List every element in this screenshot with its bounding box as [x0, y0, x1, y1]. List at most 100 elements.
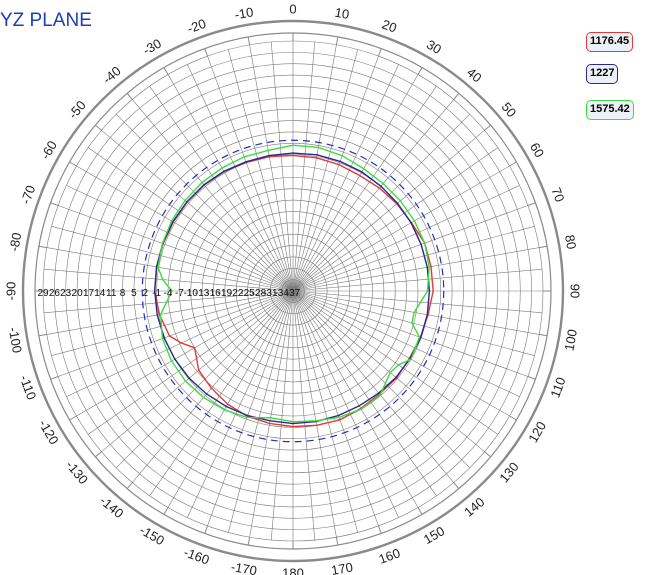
grid-spoke [292, 290, 399, 518]
angle-label: 30 [424, 37, 444, 57]
data-point [292, 152, 294, 154]
grid-spoke [292, 86, 437, 292]
angle-label: 60 [527, 140, 547, 160]
data-point [337, 414, 340, 417]
data-point [397, 364, 400, 366]
angle-label: 80 [562, 234, 579, 251]
angle-tick [453, 482, 460, 489]
data-point [243, 156, 245, 158]
angle-tick [163, 507, 169, 515]
data-point [170, 220, 173, 222]
data-point [428, 266, 431, 268]
angle-tick [509, 415, 517, 421]
radial-tick-label: -37 [286, 288, 301, 299]
data-point [171, 290, 173, 292]
grid-spoke [76, 290, 294, 417]
data-point [159, 313, 162, 316]
radial-tick-label: 29 [37, 288, 49, 299]
grid-spoke [292, 290, 358, 533]
angle-tick [95, 124, 102, 131]
data-point [362, 167, 365, 170]
grid-spoke [43, 290, 294, 314]
data-point [420, 336, 422, 339]
angle-tick [378, 525, 382, 534]
polar-grid [21, 19, 565, 563]
angle-label: -80 [6, 231, 24, 252]
angle-tick [484, 124, 491, 131]
data-point [246, 414, 249, 417]
data-point [411, 322, 413, 324]
angle-tick [453, 93, 460, 100]
grid-spoke [76, 165, 294, 292]
grid-spoke [292, 55, 379, 292]
angle-tick [484, 451, 491, 458]
reference-circle-layer [141, 139, 445, 443]
grid-spoke [66, 290, 294, 397]
data-point [379, 394, 382, 396]
grid-spoke [132, 290, 294, 483]
angle-label: -90 [4, 282, 19, 301]
legend-item-1227[interactable]: 1227 [586, 64, 619, 84]
legend-item-1575[interactable]: 1575.42 [586, 100, 634, 120]
grid-spoke [51, 290, 294, 356]
radial-tick-label: -28 [252, 288, 267, 299]
angle-label: -130 [63, 458, 91, 488]
data-point [377, 392, 380, 394]
data-point [165, 301, 168, 303]
angle-tick [509, 161, 517, 167]
data-point [315, 420, 317, 422]
data-point [382, 182, 384, 185]
grid-spoke [292, 290, 337, 538]
grid-spoke [292, 290, 485, 452]
grid-spoke [292, 290, 316, 541]
angle-label: 160 [377, 545, 403, 567]
radial-tick-label: -19 [218, 288, 233, 299]
angle-label: 10 [334, 5, 351, 22]
data-point [292, 422, 294, 425]
grid-spoke [292, 290, 379, 527]
data-point [410, 358, 412, 361]
grid-spoke [187, 290, 294, 518]
data-point [162, 278, 164, 281]
radial-tick-label: 23 [60, 288, 72, 299]
angle-tick [126, 93, 133, 100]
angle-tick [417, 507, 423, 515]
data-point [174, 358, 176, 361]
grid-spoke [207, 290, 294, 527]
angle-tick [50, 376, 59, 380]
grid-spoke [292, 114, 470, 292]
angle-tick [378, 48, 382, 57]
data-point [161, 242, 164, 245]
data-point [399, 200, 402, 202]
angle-label: 180 [282, 566, 304, 575]
angle-tick [247, 36, 251, 45]
grid-spoke [292, 290, 520, 397]
data-point [246, 416, 248, 419]
grid-spoke [249, 44, 294, 292]
series-layer [153, 144, 435, 428]
angle-tick [204, 48, 208, 57]
angle-tick [335, 36, 339, 45]
data-point [360, 408, 363, 410]
data-point [226, 403, 229, 406]
grid-spoke [57, 290, 294, 377]
angle-label: 170 [330, 559, 354, 575]
grid-spoke [292, 99, 454, 292]
data-point [161, 337, 164, 340]
legend-item-1176[interactable]: 1176.45 [586, 32, 634, 52]
grid-spoke [270, 290, 294, 541]
angle-label: -100 [6, 326, 25, 354]
data-point [292, 420, 294, 423]
grid-spoke [292, 290, 510, 417]
angle-tick [95, 451, 102, 458]
radial-tick-label: -34 [274, 288, 289, 299]
radial-tick-label: 20 [72, 288, 84, 299]
angle-label: 0 [289, 2, 296, 17]
data-point [292, 425, 294, 428]
grid-spoke [292, 165, 510, 292]
data-point [430, 265, 432, 268]
data-point [163, 337, 165, 339]
polar-plot: 180-170-160-150-140-130-120-110-100-90-8… [4, 2, 583, 575]
angle-tick [38, 333, 47, 337]
grid-spoke [228, 290, 294, 533]
